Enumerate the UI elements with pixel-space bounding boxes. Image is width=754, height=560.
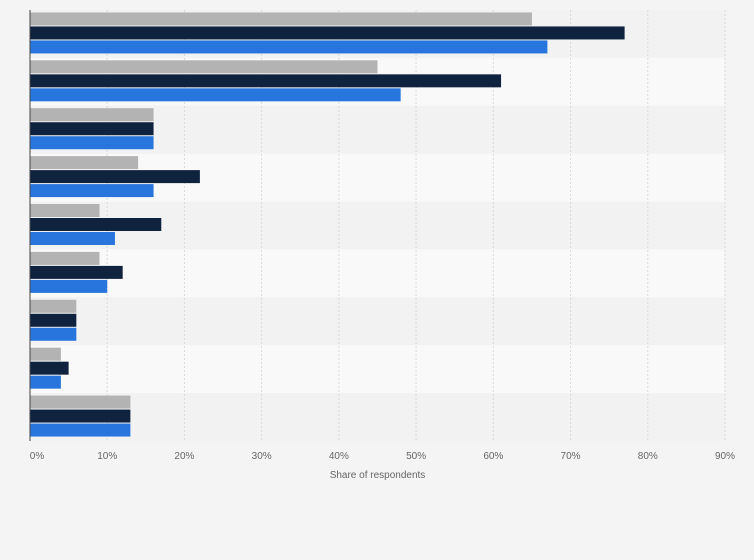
x-axis-ticks: 0% 10% 20% 30% 40% 50% 60% 70% 80% 90%: [30, 451, 735, 462]
bar: [30, 265, 123, 279]
bar: [30, 156, 139, 170]
x-tick-label: 30%: [252, 451, 272, 462]
x-tick-label: 60%: [483, 451, 503, 462]
bar: [30, 26, 625, 40]
category-band: [30, 393, 725, 441]
x-tick-label: 70%: [561, 451, 581, 462]
bar: [30, 299, 77, 313]
x-tick-label: 80%: [638, 451, 658, 462]
bar: [30, 232, 115, 245]
bar: [30, 12, 532, 26]
bar: [30, 88, 401, 102]
x-tick-label: 20%: [174, 451, 194, 462]
bar: [30, 409, 131, 423]
bar: [30, 313, 77, 327]
bar: [30, 375, 61, 389]
bar: [30, 60, 378, 74]
bar: [30, 395, 131, 409]
bar: [30, 251, 100, 265]
bar: [30, 218, 162, 231]
x-tick-label: 90%: [715, 451, 735, 462]
bar: [30, 108, 154, 122]
bar: [30, 136, 154, 150]
bar: [30, 347, 61, 361]
bar: [30, 40, 548, 54]
x-tick-label: 50%: [406, 451, 426, 462]
bar: [30, 327, 77, 341]
bar: [30, 122, 154, 136]
x-tick-label: 10%: [97, 451, 117, 462]
x-tick-label: 0%: [30, 451, 45, 462]
category-band: [30, 345, 725, 394]
bars: [30, 12, 625, 437]
x-tick-label: 40%: [329, 451, 349, 462]
bar: [30, 423, 131, 437]
category-band: [30, 249, 725, 298]
bar: [30, 204, 100, 217]
bar: [30, 279, 108, 293]
x-axis-title: Share of respondents: [330, 470, 426, 481]
category-band: [30, 297, 725, 346]
bar: [30, 184, 154, 198]
bar: [30, 74, 502, 88]
bar: [30, 170, 200, 184]
bar: [30, 361, 69, 375]
